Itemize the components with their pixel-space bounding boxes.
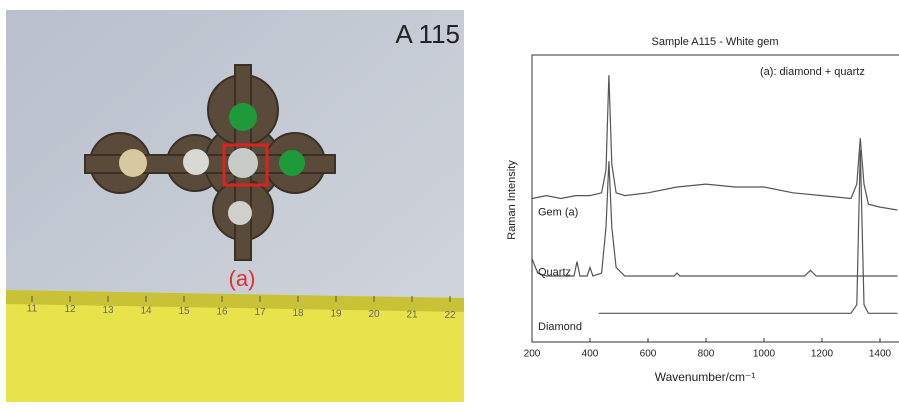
ruler-label: 22: [444, 310, 456, 321]
lines: [532, 75, 898, 314]
chart-title: Sample A115 - White gem: [652, 36, 779, 48]
x-tick-label: 1000: [753, 349, 776, 360]
photo-label: A 115: [395, 19, 460, 49]
ruler-label: 19: [330, 308, 342, 319]
ruler-label: 18: [292, 308, 304, 319]
photo-marker: (a): [229, 266, 256, 291]
plot-area: (a): diamond + quartz: [532, 66, 898, 314]
ruler-label: 17: [254, 307, 266, 318]
x-tick-label: 800: [698, 349, 715, 360]
spectrum-line: [598, 149, 898, 314]
x-tick-label: 1400: [869, 349, 892, 360]
ruler: 11 12 13 14 15 16 17 18 19 20 21 22: [27, 296, 456, 321]
photo: A 115 (a) 11 12 13 14 15 16 17 18 19 20 21 22: [6, 10, 464, 402]
y-axis-label: Raman Intensity: [506, 160, 518, 240]
x-tick-label: 400: [582, 349, 599, 360]
ruler-label: 20: [368, 309, 380, 320]
series-label: Gem (a): [538, 206, 578, 218]
spectrum-line: [532, 161, 898, 277]
ruler-label: 16: [216, 307, 228, 318]
ruler-label: 12: [64, 304, 76, 315]
ruler-label: 14: [140, 305, 152, 316]
x-tick-label: 1200: [811, 349, 834, 360]
ruler-label: 13: [102, 305, 114, 316]
ruler-label: 15: [178, 306, 190, 317]
ruler-label: 11: [27, 304, 38, 315]
ruler-label: 21: [406, 310, 418, 321]
x-axis-label: Wavenumber/cm⁻¹: [655, 370, 756, 384]
plot-frame: [531, 54, 899, 343]
spectrum-line: [532, 75, 898, 211]
annotation: (a): diamond + quartz: [760, 66, 865, 78]
x-tick-label: 200: [524, 349, 541, 360]
series-label: Diamond: [538, 321, 582, 333]
series-label: Quartz: [538, 267, 571, 279]
x-tick-label: 600: [640, 349, 657, 360]
